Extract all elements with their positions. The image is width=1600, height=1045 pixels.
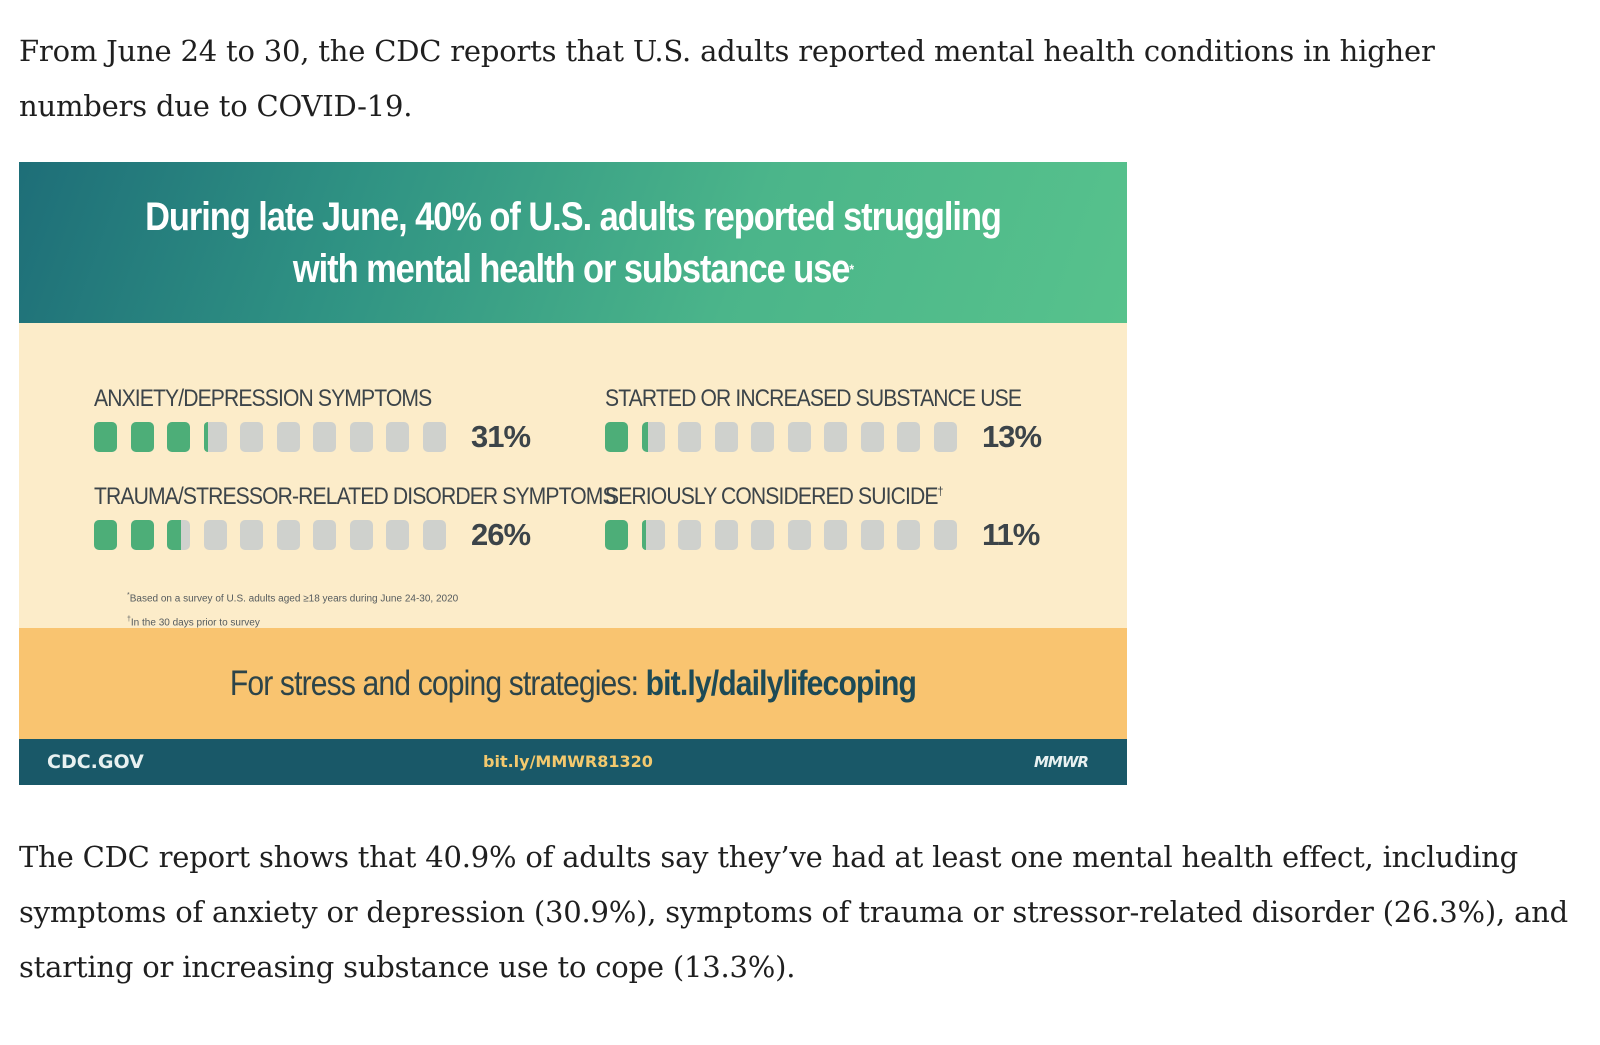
stat-label: ANXIETY/DEPRESSION SYMPTOMS (94, 385, 432, 412)
bar-segment (714, 520, 738, 550)
bar-segment-fill (94, 422, 117, 452)
footer-mmwr-logo: MMWR (1034, 753, 1089, 771)
bar-segment (130, 520, 154, 550)
bar-segment (130, 422, 154, 452)
bar-segment (94, 422, 117, 452)
stat-trauma-stressor: TRAUMA/STRESSOR-RELATED DISORDER SYMPTOM… (94, 476, 687, 558)
bar-segment (203, 520, 227, 550)
bar-segment-fill (167, 520, 181, 550)
bar-segment (240, 422, 263, 452)
bar-segment (641, 422, 665, 452)
bar-segment (641, 520, 665, 550)
bar-segment (751, 520, 774, 550)
bar-segment-fill (641, 422, 649, 452)
bar-segment (897, 520, 920, 550)
bar-segment (824, 422, 847, 452)
stat-substance-use: STARTED OR INCREASED SUBSTANCE USE 13% (605, 378, 1078, 460)
stat-percent: 11% (982, 517, 1040, 552)
coping-banner: For stress and coping strategies: bit.ly… (19, 628, 1127, 739)
intro-paragraph: From June 24 to 30, the CDC reports that… (19, 34, 1435, 123)
bar-segment (824, 520, 847, 550)
details-paragraph: The CDC report shows that 40.9% of adult… (19, 840, 1568, 984)
footnote-30-days: †In the 30 days prior to survey (127, 616, 260, 629)
stat-label: TRAUMA/STRESSOR-RELATED DISORDER SYMPTOM… (94, 483, 617, 510)
footnote-survey: *Based on a survey of U.S. adults aged ≥… (127, 592, 459, 605)
bar-segment (422, 520, 446, 550)
bar-segment (276, 422, 300, 452)
bar-segment (94, 520, 117, 550)
bar-segment (751, 422, 774, 452)
infographic-title: During late June, 40% of U.S. adults rep… (145, 194, 1002, 291)
infographic-header: During late June, 40% of U.S. adults rep… (19, 162, 1127, 323)
cdc-infographic: During late June, 40% of U.S. adults rep… (19, 162, 1127, 785)
bar-segment (933, 520, 957, 550)
bar-segment-fill (605, 422, 628, 452)
stat-percent: 31% (471, 419, 531, 454)
bar-segment (678, 520, 701, 550)
bar-segment (860, 520, 884, 550)
infographic-footer: CDC.GOV bit.ly/MMWR81320 MMWR (19, 739, 1127, 785)
bar-segment (787, 422, 811, 452)
stat-bar: 11% (605, 518, 1040, 558)
bar-segment (678, 422, 701, 452)
bar-segment (349, 520, 373, 550)
bar-segment (349, 422, 373, 452)
stat-bar: 13% (605, 420, 1078, 460)
bar-segment-fill (641, 520, 646, 550)
bar-segment (605, 520, 628, 550)
bar-segment (714, 422, 738, 452)
bar-segment (240, 520, 263, 550)
bar-segment (203, 422, 227, 452)
bar-segment-fill (130, 422, 154, 452)
bar-segment (313, 520, 336, 550)
bar-segment (422, 422, 446, 452)
footer-mmwr-link: bit.ly/MMWR81320 (483, 752, 653, 771)
stat-considered-suicide: SERIOUSLY CONSIDERED SUICIDE† 11% (605, 476, 1040, 558)
bar-segment (605, 422, 628, 452)
bar-segment (787, 520, 811, 550)
bar-segment (276, 520, 300, 550)
bar-segment-fill (167, 422, 190, 452)
stat-bar: 26% (94, 518, 687, 558)
footer-cdc-gov: CDC.GOV (47, 751, 144, 773)
stat-label: SERIOUSLY CONSIDERED SUICIDE (605, 483, 938, 510)
bar-segment (933, 422, 957, 452)
bar-segment-fill (130, 520, 154, 550)
bar-segment (860, 422, 884, 452)
bar-segment (386, 520, 409, 550)
stat-anxiety-depression: ANXIETY/DEPRESSION SYMPTOMS 31% (94, 378, 531, 460)
stat-label: STARTED OR INCREASED SUBSTANCE USE (605, 385, 1022, 412)
bar-segment-fill (94, 520, 117, 550)
bar-segment-fill (605, 520, 628, 550)
bar-segment (167, 520, 190, 550)
coping-link[interactable]: bit.ly/dailylifecoping (645, 663, 917, 703)
title-footnote-mark: * (849, 260, 854, 277)
stat-percent: 26% (471, 517, 531, 552)
bar-segment-fill (203, 422, 208, 452)
stat-bar: 31% (94, 420, 531, 460)
infographic-stats-panel: ANXIETY/DEPRESSION SYMPTOMS 31% STARTED … (19, 323, 1127, 629)
coping-prefix: For stress and coping strategies: (229, 663, 646, 703)
bar-segment (313, 422, 336, 452)
stat-percent: 13% (982, 419, 1042, 454)
infographic-footnotes: *Based on a survey of U.S. adults aged ≥… (127, 585, 458, 634)
bar-segment (897, 422, 920, 452)
bar-segment (386, 422, 409, 452)
bar-segment (167, 422, 190, 452)
